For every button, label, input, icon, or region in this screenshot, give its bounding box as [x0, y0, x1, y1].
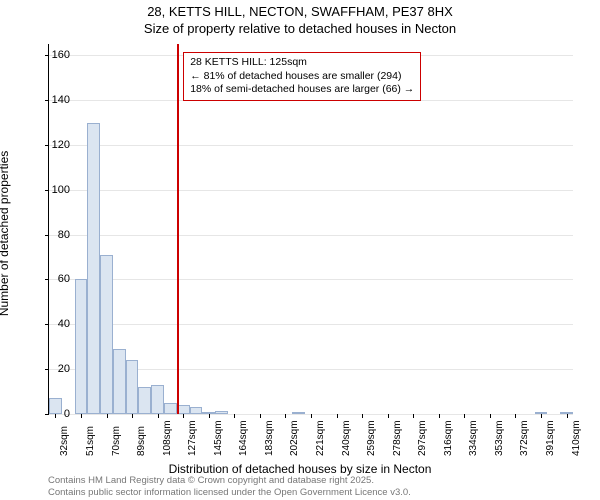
- xtick-mark: [567, 414, 568, 418]
- histogram-bar: [87, 123, 100, 415]
- xtick-label: 334sqm: [468, 420, 479, 456]
- info-box-title: 28 KETTS HILL: 125sqm: [190, 56, 414, 70]
- histogram-bar: [151, 385, 164, 414]
- xtick-mark: [107, 414, 108, 418]
- title-line-1: 28, KETTS HILL, NECTON, SWAFFHAM, PE37 8…: [0, 4, 600, 21]
- histogram-bar: [292, 412, 305, 414]
- x-axis-label: Distribution of detached houses by size …: [0, 462, 600, 476]
- xtick-mark: [285, 414, 286, 418]
- xtick-label: 51sqm: [85, 426, 96, 456]
- chart-title: 28, KETTS HILL, NECTON, SWAFFHAM, PE37 8…: [0, 0, 600, 38]
- gridline: [49, 145, 573, 146]
- histogram-bar: [113, 349, 126, 414]
- gridline: [49, 324, 573, 325]
- xtick-label: 372sqm: [519, 420, 530, 456]
- xtick-label: 202sqm: [289, 420, 300, 456]
- histogram-bar: [215, 411, 228, 414]
- marker-line: [177, 44, 179, 414]
- xtick-label: 353sqm: [494, 420, 505, 456]
- xtick-mark: [234, 414, 235, 418]
- xtick-label: 410sqm: [571, 420, 582, 456]
- xtick-label: 297sqm: [417, 420, 428, 456]
- gridline: [49, 279, 573, 280]
- histogram-bar: [164, 403, 177, 414]
- xtick-mark: [183, 414, 184, 418]
- ytick-label: 60: [40, 273, 70, 285]
- ytick-label: 0: [40, 408, 70, 420]
- ytick-label: 80: [40, 229, 70, 241]
- ytick-label: 160: [40, 49, 70, 61]
- xtick-mark: [311, 414, 312, 418]
- xtick-mark: [388, 414, 389, 418]
- gridline: [49, 235, 573, 236]
- gridline: [49, 190, 573, 191]
- footer-line-1: Contains HM Land Registry data © Crown c…: [48, 475, 411, 486]
- xtick-mark: [515, 414, 516, 418]
- histogram-bar: [126, 360, 139, 414]
- ytick-label: 100: [40, 184, 70, 196]
- xtick-label: 316sqm: [443, 420, 454, 456]
- xtick-label: 70sqm: [111, 426, 122, 456]
- xtick-label: 240sqm: [341, 420, 352, 456]
- xtick-mark: [362, 414, 363, 418]
- ytick-label: 40: [40, 318, 70, 330]
- ytick-label: 120: [40, 139, 70, 151]
- ytick-label: 20: [40, 363, 70, 375]
- footer-line-2: Contains public sector information licen…: [48, 487, 411, 498]
- xtick-mark: [490, 414, 491, 418]
- footer-attribution: Contains HM Land Registry data © Crown c…: [48, 475, 411, 498]
- xtick-label: 278sqm: [392, 420, 403, 456]
- xtick-label: 164sqm: [238, 420, 249, 456]
- xtick-mark: [81, 414, 82, 418]
- chart-plot-area: 28 KETTS HILL: 125sqm← 81% of detached h…: [48, 44, 572, 414]
- xtick-label: 89sqm: [136, 426, 147, 456]
- xtick-label: 221sqm: [315, 420, 326, 456]
- xtick-mark: [464, 414, 465, 418]
- xtick-label: 108sqm: [162, 420, 173, 456]
- xtick-label: 32sqm: [59, 426, 70, 456]
- xtick-mark: [209, 414, 210, 418]
- plot: 28 KETTS HILL: 125sqm← 81% of detached h…: [48, 44, 573, 415]
- xtick-label: 127sqm: [187, 420, 198, 456]
- info-box-larger: 18% of semi-detached houses are larger (…: [190, 83, 414, 97]
- xtick-mark: [439, 414, 440, 418]
- xtick-label: 183sqm: [264, 420, 275, 456]
- info-box: 28 KETTS HILL: 125sqm← 81% of detached h…: [183, 52, 421, 101]
- xtick-mark: [260, 414, 261, 418]
- xtick-label: 259sqm: [366, 420, 377, 456]
- xtick-mark: [337, 414, 338, 418]
- histogram-bar: [138, 387, 151, 414]
- title-line-2: Size of property relative to detached ho…: [0, 21, 600, 38]
- histogram-bar: [100, 255, 113, 414]
- ytick-label: 140: [40, 94, 70, 106]
- xtick-mark: [158, 414, 159, 418]
- y-axis-label: Number of detached properties: [0, 85, 11, 250]
- histogram-bar: [190, 407, 203, 414]
- xtick-mark: [413, 414, 414, 418]
- xtick-label: 145sqm: [213, 420, 224, 456]
- histogram-bar: [75, 279, 88, 414]
- xtick-label: 391sqm: [545, 420, 556, 456]
- info-box-smaller: ← 81% of detached houses are smaller (29…: [190, 70, 414, 84]
- xtick-mark: [132, 414, 133, 418]
- xtick-mark: [541, 414, 542, 418]
